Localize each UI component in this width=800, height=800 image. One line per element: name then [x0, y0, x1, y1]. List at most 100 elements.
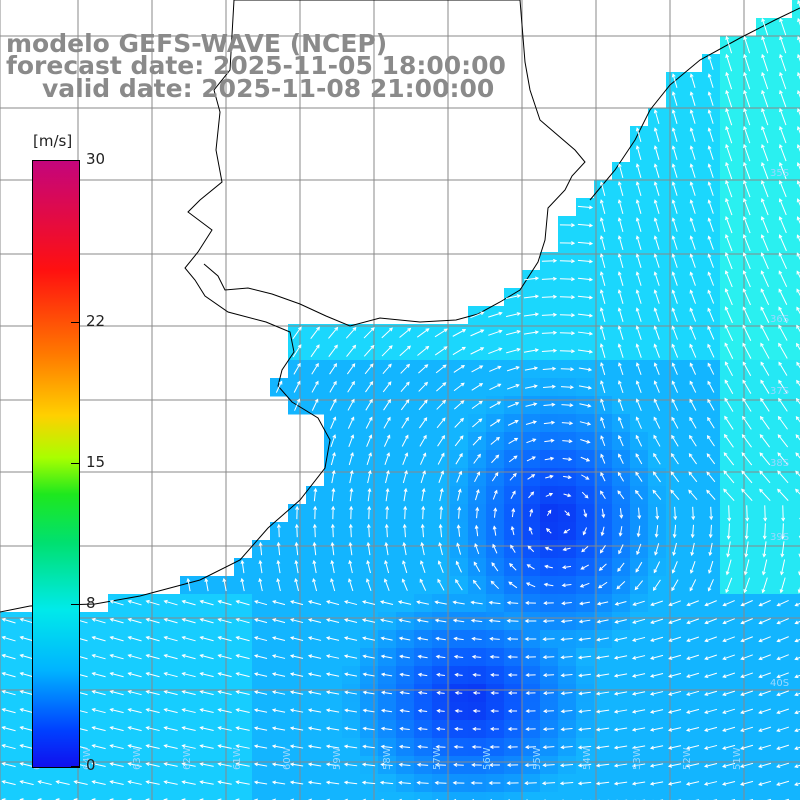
- field-cell: [792, 504, 800, 523]
- field-cell: [342, 792, 361, 800]
- wind-arrow: [759, 434, 771, 448]
- wind-arrow: [253, 636, 268, 642]
- wind-arrow: [545, 474, 554, 479]
- wind-arrow: [400, 363, 411, 374]
- wind-arrow: [559, 763, 574, 768]
- wind-arrow: [488, 347, 503, 355]
- wind-arrow: [289, 780, 304, 785]
- wind-arrow: [618, 362, 624, 376]
- model-title: modelo GEFS-WAVE (NCEP): [6, 29, 388, 58]
- wind-arrow: [453, 762, 464, 767]
- wind-arrow: [470, 311, 485, 319]
- wind-arrow: [289, 690, 304, 695]
- wind-arrow: [489, 419, 501, 427]
- wind-arrow: [348, 452, 354, 466]
- wind-arrow: [690, 524, 695, 539]
- field-cell: [72, 792, 91, 800]
- wind-arrow: [235, 654, 250, 660]
- wind-arrow: [181, 726, 196, 731]
- wind-arrow: [330, 416, 337, 429]
- field-cell: [792, 162, 800, 181]
- wind-arrow: [542, 366, 557, 371]
- lat-label: 36S: [770, 314, 789, 325]
- wind-arrow: [583, 509, 588, 518]
- wind-arrow: [776, 762, 790, 768]
- wind-arrow: [19, 726, 34, 732]
- wind-arrow: [417, 726, 428, 731]
- wind-arrow: [380, 762, 393, 767]
- wind-arrow: [416, 618, 429, 623]
- wind-arrow: [19, 689, 34, 696]
- wind-arrow: [419, 560, 426, 574]
- wind-arrow: [436, 708, 445, 713]
- wind-arrow: [761, 71, 769, 90]
- wind-arrow: [330, 559, 335, 574]
- wind-arrow: [600, 471, 606, 482]
- wind-arrow: [707, 416, 715, 429]
- wind-arrow: [435, 744, 446, 749]
- wind-arrow: [507, 727, 518, 731]
- wind-arrow: [544, 438, 555, 443]
- wind-arrow: [362, 726, 375, 731]
- wind-arrow: [577, 745, 592, 750]
- wind-arrow: [402, 452, 409, 465]
- field-cell: [792, 558, 800, 577]
- wind-arrow: [91, 653, 106, 660]
- field-cell: [468, 792, 487, 800]
- wind-arrow: [707, 398, 715, 411]
- wind-arrow: [401, 434, 409, 447]
- wind-arrow: [421, 487, 426, 502]
- wind-arrow: [653, 307, 660, 322]
- wind-arrow: [635, 145, 642, 160]
- wind-arrow: [510, 490, 516, 499]
- wind-arrow: [145, 726, 160, 732]
- wind-arrow: [186, 577, 191, 592]
- field-cell: [306, 792, 325, 800]
- wind-arrow: [760, 379, 770, 394]
- wind-arrow: [253, 708, 268, 713]
- wind-arrow: [437, 434, 446, 447]
- wind-arrow: [348, 434, 355, 447]
- wind-arrow: [127, 617, 142, 624]
- field-cell: [504, 792, 523, 800]
- wind-arrow: [507, 419, 519, 426]
- wind-arrow: [724, 324, 734, 342]
- field-cell: [792, 234, 800, 253]
- wind-arrow: [614, 601, 627, 606]
- wind-arrow: [163, 762, 178, 767]
- wind-arrow: [668, 654, 682, 660]
- field-cell: [792, 720, 800, 739]
- wind-arrow: [417, 690, 428, 695]
- field-cell: [792, 792, 800, 800]
- wind-arrow: [311, 380, 319, 393]
- wind-arrow: [330, 452, 336, 466]
- wind-arrow: [776, 780, 790, 786]
- field-cell: [486, 792, 505, 800]
- wind-arrow: [650, 636, 664, 642]
- wind-arrow: [271, 690, 286, 695]
- wind-arrow: [276, 577, 281, 592]
- wind-arrow: [181, 617, 196, 624]
- wind-arrow: [742, 379, 752, 394]
- wind-arrow: [507, 709, 518, 713]
- wind-arrow: [655, 507, 660, 520]
- wind-arrow: [507, 401, 520, 408]
- wind-arrow: [307, 690, 322, 695]
- wind-arrow: [292, 326, 302, 340]
- wind-arrow: [527, 474, 536, 480]
- wind-arrow: [127, 780, 142, 785]
- wind-arrow: [599, 181, 606, 196]
- wind-arrow: [779, 577, 786, 594]
- wind-arrow: [19, 635, 34, 642]
- wind-arrow: [689, 325, 697, 340]
- lat-label: 40S: [770, 678, 789, 689]
- wind-arrow: [109, 599, 124, 606]
- wind-arrow: [707, 235, 714, 250]
- wind-arrow: [199, 762, 214, 767]
- field-cell: [558, 792, 577, 800]
- lon-label: 61W: [232, 747, 243, 770]
- wind-arrow: [529, 508, 534, 517]
- field-cell: [792, 702, 800, 721]
- field-cell: [792, 360, 800, 379]
